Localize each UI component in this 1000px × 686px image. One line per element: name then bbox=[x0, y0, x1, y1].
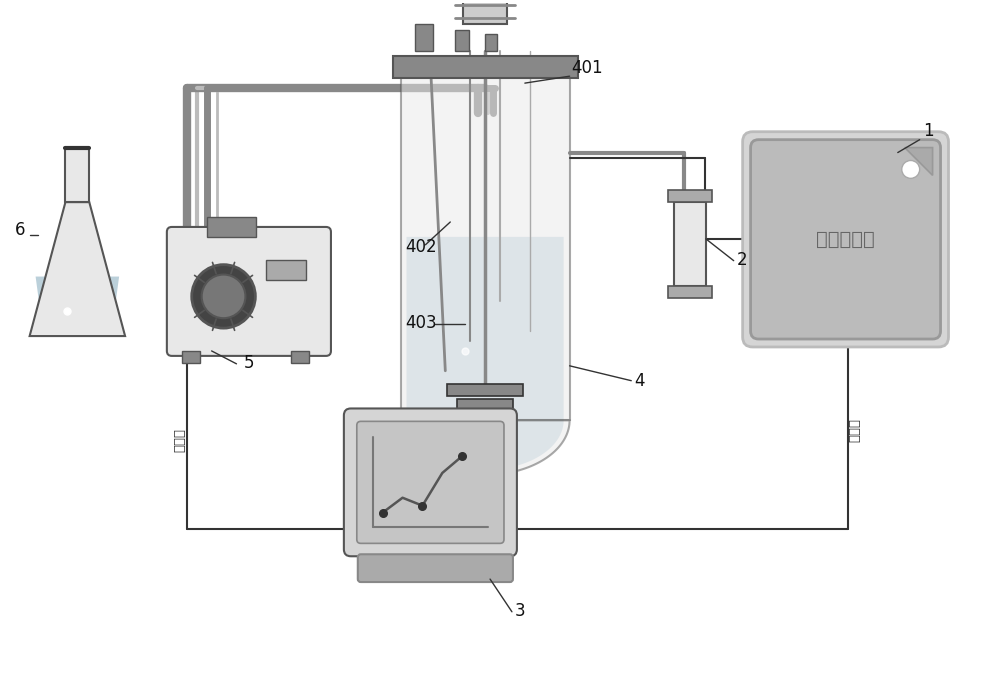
Bar bbox=[415, 23, 433, 51]
Bar bbox=[455, 29, 469, 51]
Bar bbox=[291, 351, 309, 363]
Polygon shape bbox=[905, 147, 933, 176]
FancyBboxPatch shape bbox=[344, 408, 517, 556]
Circle shape bbox=[192, 265, 255, 328]
Bar bbox=[457, 399, 513, 416]
Text: 数据线: 数据线 bbox=[849, 418, 862, 442]
Bar bbox=[393, 56, 578, 78]
Polygon shape bbox=[401, 421, 570, 475]
Bar bbox=[65, 147, 89, 202]
Polygon shape bbox=[407, 237, 564, 470]
FancyBboxPatch shape bbox=[358, 554, 513, 582]
Text: 403: 403 bbox=[406, 314, 437, 332]
Text: 2: 2 bbox=[737, 250, 747, 269]
Circle shape bbox=[202, 274, 245, 318]
Bar bbox=[401, 73, 570, 421]
Bar bbox=[668, 287, 712, 298]
Text: 拉曼分析仪: 拉曼分析仪 bbox=[816, 230, 875, 249]
Text: 控制线: 控制线 bbox=[173, 428, 186, 452]
Bar bbox=[463, 0, 507, 23]
Bar bbox=[182, 351, 200, 363]
Text: 5: 5 bbox=[243, 354, 254, 372]
FancyBboxPatch shape bbox=[751, 140, 941, 339]
Polygon shape bbox=[36, 276, 119, 328]
Bar bbox=[447, 383, 523, 396]
Text: 3: 3 bbox=[515, 602, 526, 619]
Text: 1: 1 bbox=[923, 121, 933, 140]
Bar bbox=[668, 190, 712, 202]
FancyBboxPatch shape bbox=[743, 132, 948, 347]
Text: 401: 401 bbox=[572, 59, 603, 78]
Bar bbox=[674, 202, 706, 287]
Text: 6: 6 bbox=[15, 221, 25, 239]
Text: 4: 4 bbox=[634, 372, 645, 390]
Polygon shape bbox=[30, 202, 125, 336]
FancyBboxPatch shape bbox=[357, 421, 504, 543]
Bar bbox=[207, 217, 256, 237]
FancyBboxPatch shape bbox=[167, 227, 331, 356]
Bar bbox=[266, 260, 306, 279]
Bar bbox=[485, 34, 497, 51]
Circle shape bbox=[902, 161, 920, 178]
Text: 402: 402 bbox=[406, 238, 437, 256]
